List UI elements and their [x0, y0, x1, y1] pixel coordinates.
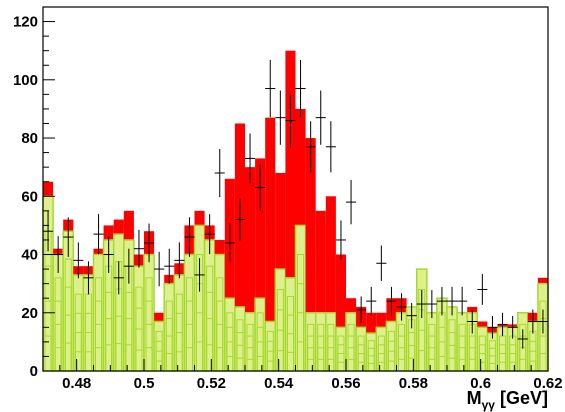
x-tick-label: 0.6 — [470, 375, 491, 392]
x-tick-label: 0.62 — [533, 375, 562, 392]
y-tick-label: 100 — [13, 72, 38, 89]
y-tick-label: 60 — [21, 188, 38, 205]
signal-bar — [335, 254, 346, 371]
signal-bar — [285, 50, 296, 372]
background-hatch-layer — [44, 230, 547, 372]
signal-bar — [325, 196, 336, 371]
x-tick-label: 0.52 — [197, 375, 226, 392]
signal-bar — [234, 123, 245, 371]
data-points — [43, 59, 548, 349]
y-tick-label: 0 — [30, 363, 38, 380]
y-tick-label: 40 — [21, 247, 38, 264]
axis-ticks: 0 20 40 60 80 100 120 0.48 0.5 0.52 0.54 0.56 0.58 0.… — [13, 6, 563, 392]
x-axis-title-unit: [GeV] — [495, 388, 548, 408]
y-tick-label: 120 — [13, 14, 38, 31]
x-tick-label: 0.5 — [134, 375, 155, 392]
signal-bar — [255, 158, 266, 371]
x-axis-title-subscript: γγ — [482, 398, 496, 412]
y-tick-label: 80 — [21, 130, 38, 147]
x-axis-title-main: M — [467, 388, 482, 408]
signal-bar — [224, 178, 235, 371]
x-axis-title: Mγγ [GeV] — [467, 388, 548, 412]
signal-bar — [245, 167, 256, 371]
x-tick-label: 0.56 — [331, 375, 360, 392]
y-tick-label: 20 — [21, 305, 38, 322]
signal-bar — [315, 210, 326, 371]
signal-bar — [265, 117, 276, 371]
x-tick-label: 0.54 — [264, 375, 294, 392]
x-tick-label: 0.48 — [62, 375, 91, 392]
x-tick-label: 0.58 — [399, 375, 428, 392]
signal-bar — [305, 138, 316, 371]
